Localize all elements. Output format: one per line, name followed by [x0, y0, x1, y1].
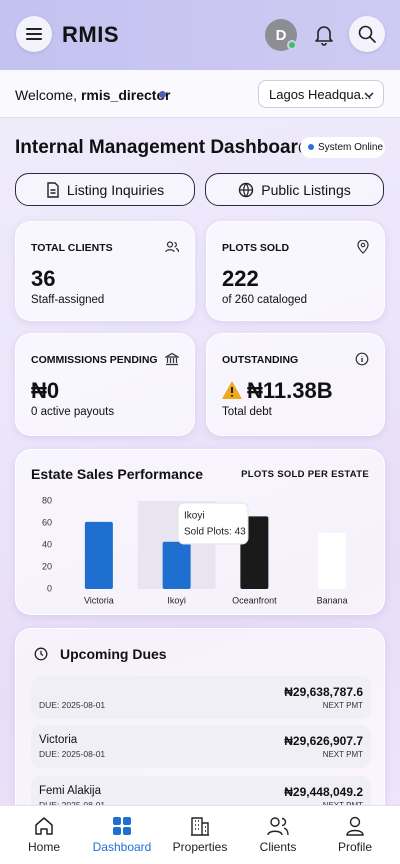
tooltip-box — [177, 502, 249, 545]
due-amount: ₦29,448,049.2 — [284, 785, 363, 799]
tooltip-title: Ikoyi — [184, 511, 205, 522]
chart-title: Estate Sales Performance — [31, 466, 203, 482]
status-dot — [308, 144, 314, 150]
chart: 0 20 40 60 80 Victoria Ikoyi Oceanfront Banana Ik… — [42, 495, 348, 605]
users-icon — [165, 241, 179, 253]
profile-icon — [346, 816, 364, 836]
dues-title: Upcoming Dues — [60, 646, 167, 662]
chart-subtitle: PLOTS SOLD PER ESTATE — [241, 469, 369, 480]
bar — [162, 541, 191, 589]
y-tick-label: 80 — [42, 495, 52, 505]
stat-sub: 0 active payouts — [31, 406, 115, 418]
chart-card: Estate Sales Performance PLOTS SOLD PER … — [15, 449, 385, 615]
status-pill: System Online — [300, 137, 385, 158]
nav-properties[interactable]: Properties — [161, 816, 239, 854]
stat-value: ₦11.38B — [247, 378, 333, 403]
user-dot — [159, 91, 166, 98]
due-date: DUE: 2025-08-01 — [39, 749, 106, 759]
nav-label: Dashboard — [92, 840, 152, 854]
due-note: NEXT PMT — [322, 701, 363, 710]
app-name: RMIS — [62, 22, 119, 47]
bar — [84, 521, 113, 589]
bottom-nav: Home Dashboard Properties Clients Profil… — [0, 805, 400, 864]
y-tick-label: 40 — [42, 539, 52, 549]
warning-icon — [222, 381, 242, 399]
clients-icon — [267, 817, 289, 836]
stat-card: OUTSTANDING ₦11.38B Total debt — [206, 333, 385, 436]
due-item[interactable]: DUE: 2025-08-01 ₦29,638,787.6 NEXT PMT — [31, 676, 371, 719]
due-name: Femi Alakija — [39, 785, 101, 797]
stat-label: TOTAL CLIENTS — [31, 242, 113, 254]
pin-icon — [357, 240, 369, 254]
chevron — [364, 92, 374, 99]
stat-label: COMMISSIONS PENDING — [31, 354, 158, 366]
stat-label: OUTSTANDING — [222, 354, 299, 366]
branch-select[interactable]: Lagos Headqua... — [258, 80, 384, 108]
button-label: Public Listings — [261, 181, 351, 198]
stat-sub: Staff-assigned — [31, 294, 105, 306]
search-button[interactable] — [349, 16, 385, 52]
y-tick-label: 0 — [47, 583, 52, 593]
stat-sub: of 260 cataloged — [222, 294, 308, 306]
avatar[interactable]: D — [265, 19, 297, 51]
stat-card: TOTAL CLIENTS 36 Staff-assigned — [15, 221, 195, 321]
due-date: DUE: 2025-08-01 — [39, 700, 106, 710]
welcome-text: Welcome, rmis_director — [15, 87, 170, 103]
bank-icon — [165, 352, 179, 366]
home-icon — [35, 817, 53, 835]
x-tick-label: Banana — [317, 595, 348, 605]
nav-home[interactable]: Home — [5, 816, 83, 854]
bell-icon — [315, 26, 333, 46]
tooltip-text: Sold Plots: 43 — [184, 527, 246, 538]
nav-label: Clients — [259, 840, 297, 854]
due-note: NEXT PMT — [322, 750, 363, 759]
due-amount: ₦29,638,787.6 — [284, 685, 363, 699]
clock-icon — [34, 647, 48, 661]
stat-value: 222 — [222, 266, 259, 291]
info-icon — [355, 352, 369, 366]
status-text: System Online — [318, 142, 384, 153]
x-tick-label: Ikoyi — [167, 595, 186, 605]
nav-clients[interactable]: Clients — [239, 816, 317, 854]
stat-label: PLOTS SOLD — [222, 242, 290, 254]
due-item[interactable]: Victoria DUE: 2025-08-01 ₦29,626,907.7 N… — [31, 725, 371, 768]
public-listings-button[interactable]: Public Listings — [205, 173, 384, 206]
x-tick-label: Victoria — [84, 595, 114, 605]
nav-dashboard[interactable]: Dashboard — [83, 816, 161, 854]
dues-card: Upcoming Dues DUE: 2025-08-01 ₦29,638,78… — [15, 628, 385, 828]
button-label: Listing Inquiries — [66, 181, 165, 198]
doc-icon — [47, 181, 59, 198]
due-name: Victoria — [39, 734, 78, 746]
listing-inquiries-button[interactable]: Listing Inquiries — [15, 173, 195, 206]
bar — [318, 532, 347, 589]
menu-icon — [26, 28, 42, 40]
nav-label: Profile — [337, 840, 372, 854]
stat-card: PLOTS SOLD 222 of 260 cataloged — [206, 221, 385, 321]
branch-value: Lagos Headqua... — [269, 87, 372, 102]
menu-button[interactable] — [16, 16, 52, 52]
due-amount: ₦29,626,907.7 — [284, 734, 363, 748]
building-icon — [191, 817, 209, 836]
page-title: Internal Management Dashboard — [15, 137, 310, 158]
header — [0, 0, 400, 70]
search-icon — [358, 25, 376, 43]
nav-label: Home — [27, 840, 60, 854]
y-tick-label: 20 — [42, 561, 52, 571]
username: rmis_director — [80, 87, 171, 103]
stat-value: 36 — [31, 266, 56, 291]
nav-label: Properties — [172, 840, 228, 854]
stat-value: ₦0 — [31, 378, 60, 403]
tooltip: Ikoyi Sold Plots: 43 — [177, 502, 249, 545]
y-tick-label: 60 — [42, 517, 52, 527]
stat-card: COMMISSIONS PENDING ₦0 0 active payouts — [15, 333, 195, 436]
greeting: Welcome, — [15, 87, 77, 103]
dashboard-icon — [113, 817, 131, 835]
notifications[interactable] — [314, 24, 334, 51]
nav-profile[interactable]: Profile — [316, 816, 394, 854]
globe-icon — [239, 182, 254, 197]
online-dot — [287, 40, 297, 50]
x-tick-label: Oceanfront — [232, 595, 277, 605]
stat-sub: Total debt — [222, 406, 272, 418]
